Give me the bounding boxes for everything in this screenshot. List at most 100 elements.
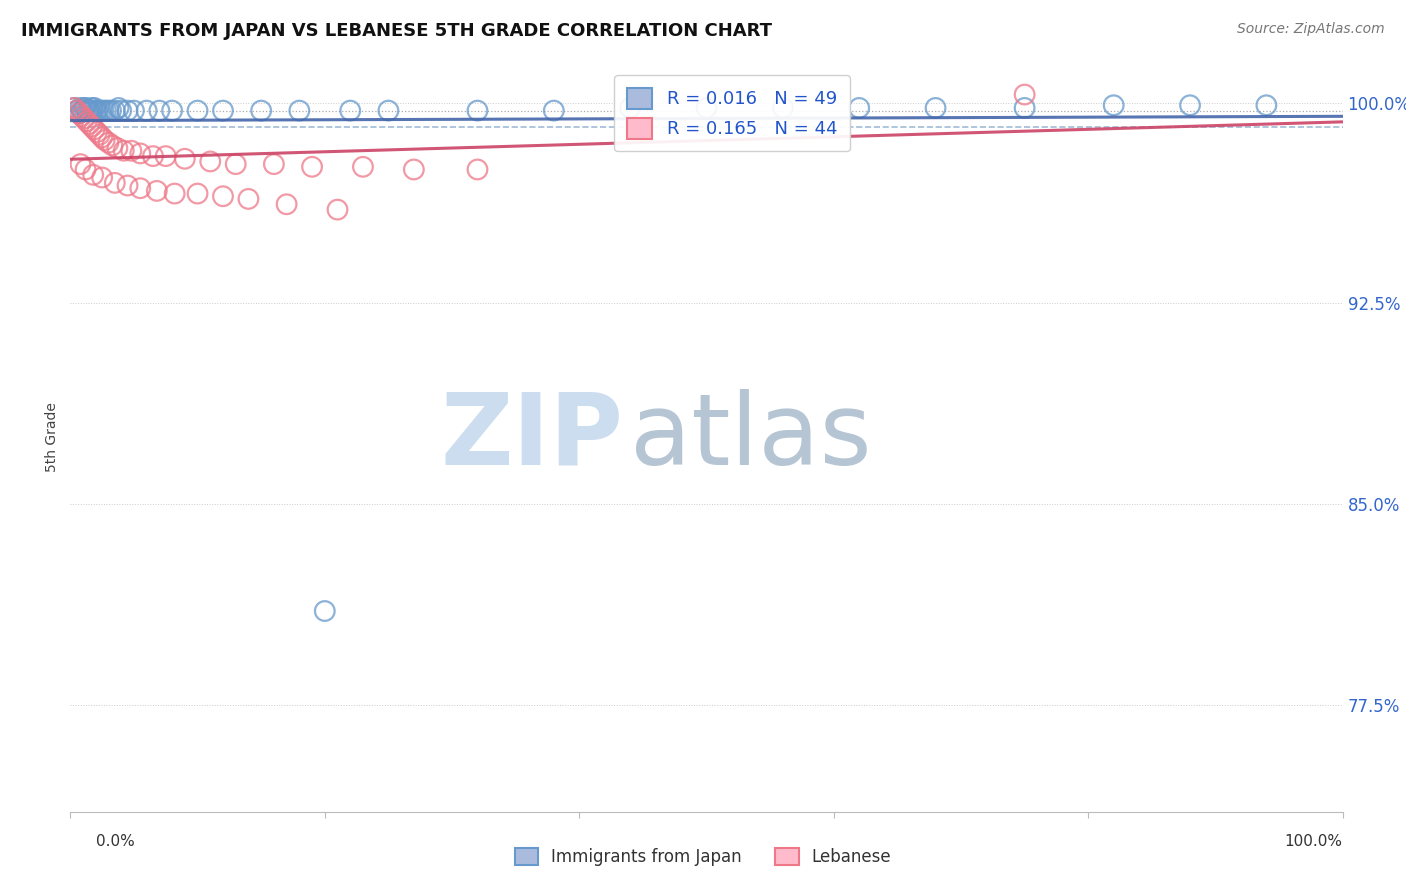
- Point: [186, 186, 209, 201]
- Point: [1102, 98, 1125, 112]
- Point: [87, 103, 110, 118]
- Point: [467, 162, 489, 177]
- Point: [63, 101, 86, 115]
- Point: [82, 168, 104, 182]
- Point: [160, 103, 183, 118]
- Point: [543, 103, 565, 118]
- Point: [105, 141, 128, 155]
- Point: [301, 160, 323, 174]
- Point: [288, 103, 311, 118]
- Point: [212, 103, 235, 118]
- Point: [73, 112, 96, 126]
- Point: [107, 101, 129, 115]
- Point: [79, 103, 101, 118]
- Point: [117, 103, 139, 118]
- Point: [79, 103, 101, 118]
- Point: [225, 157, 247, 171]
- Point: [1014, 101, 1036, 115]
- Point: [70, 109, 93, 123]
- Text: IMMIGRANTS FROM JAPAN VS LEBANESE 5TH GRADE CORRELATION CHART: IMMIGRANTS FROM JAPAN VS LEBANESE 5TH GR…: [21, 22, 772, 40]
- Point: [696, 101, 718, 115]
- Point: [314, 604, 336, 618]
- Point: [82, 103, 104, 118]
- Point: [173, 152, 195, 166]
- Point: [1014, 87, 1036, 102]
- Text: atlas: atlas: [630, 389, 872, 485]
- Point: [75, 101, 97, 115]
- Point: [84, 103, 107, 118]
- Point: [75, 162, 97, 177]
- Point: [377, 103, 399, 118]
- Point: [122, 103, 145, 118]
- Text: Source: ZipAtlas.com: Source: ZipAtlas.com: [1237, 22, 1385, 37]
- Point: [200, 154, 222, 169]
- Point: [73, 101, 96, 115]
- Point: [186, 103, 209, 118]
- Point: [120, 144, 142, 158]
- Point: [70, 103, 93, 118]
- Point: [1178, 98, 1201, 112]
- Point: [93, 133, 115, 147]
- Point: [110, 103, 132, 118]
- Point: [772, 101, 794, 115]
- Point: [79, 117, 101, 131]
- Point: [63, 101, 86, 115]
- Point: [97, 136, 120, 150]
- Point: [100, 103, 122, 118]
- Text: 0.0%: 0.0%: [96, 834, 135, 849]
- Point: [101, 138, 124, 153]
- Point: [117, 178, 139, 193]
- Point: [467, 103, 489, 118]
- Point: [77, 103, 100, 118]
- Point: [89, 128, 111, 142]
- Text: ZIP: ZIP: [441, 389, 624, 485]
- Point: [276, 197, 298, 211]
- Point: [69, 101, 91, 115]
- Point: [129, 146, 152, 161]
- Point: [67, 106, 90, 120]
- Point: [69, 157, 91, 171]
- Point: [250, 103, 273, 118]
- Point: [66, 103, 89, 118]
- Point: [86, 103, 108, 118]
- Point: [76, 103, 98, 118]
- Point: [93, 103, 115, 118]
- Point: [67, 106, 90, 120]
- Point: [112, 144, 135, 158]
- Point: [104, 103, 127, 118]
- Point: [91, 130, 114, 145]
- Point: [146, 184, 169, 198]
- Point: [619, 101, 641, 115]
- Point: [72, 103, 94, 118]
- Point: [263, 157, 285, 171]
- Point: [924, 101, 946, 115]
- Point: [402, 162, 425, 177]
- Point: [104, 176, 127, 190]
- Point: [155, 149, 177, 163]
- Point: [86, 125, 108, 139]
- Point: [80, 120, 103, 134]
- Y-axis label: 5th Grade: 5th Grade: [45, 402, 59, 472]
- Point: [238, 192, 260, 206]
- Point: [135, 103, 157, 118]
- Point: [83, 101, 105, 115]
- Point: [148, 103, 170, 118]
- Point: [94, 103, 117, 118]
- Point: [97, 103, 120, 118]
- Point: [76, 114, 98, 128]
- Point: [163, 186, 186, 201]
- Point: [142, 149, 165, 163]
- Point: [83, 122, 105, 136]
- Point: [1256, 98, 1278, 112]
- Point: [339, 103, 361, 118]
- Point: [848, 101, 870, 115]
- Point: [66, 103, 89, 118]
- Legend: R = 0.016   N = 49, R = 0.165   N = 44: R = 0.016 N = 49, R = 0.165 N = 44: [614, 75, 849, 152]
- Point: [90, 103, 112, 118]
- Point: [91, 170, 114, 185]
- Point: [129, 181, 152, 195]
- Point: [326, 202, 349, 217]
- Point: [212, 189, 235, 203]
- Point: [80, 101, 103, 115]
- Point: [352, 160, 374, 174]
